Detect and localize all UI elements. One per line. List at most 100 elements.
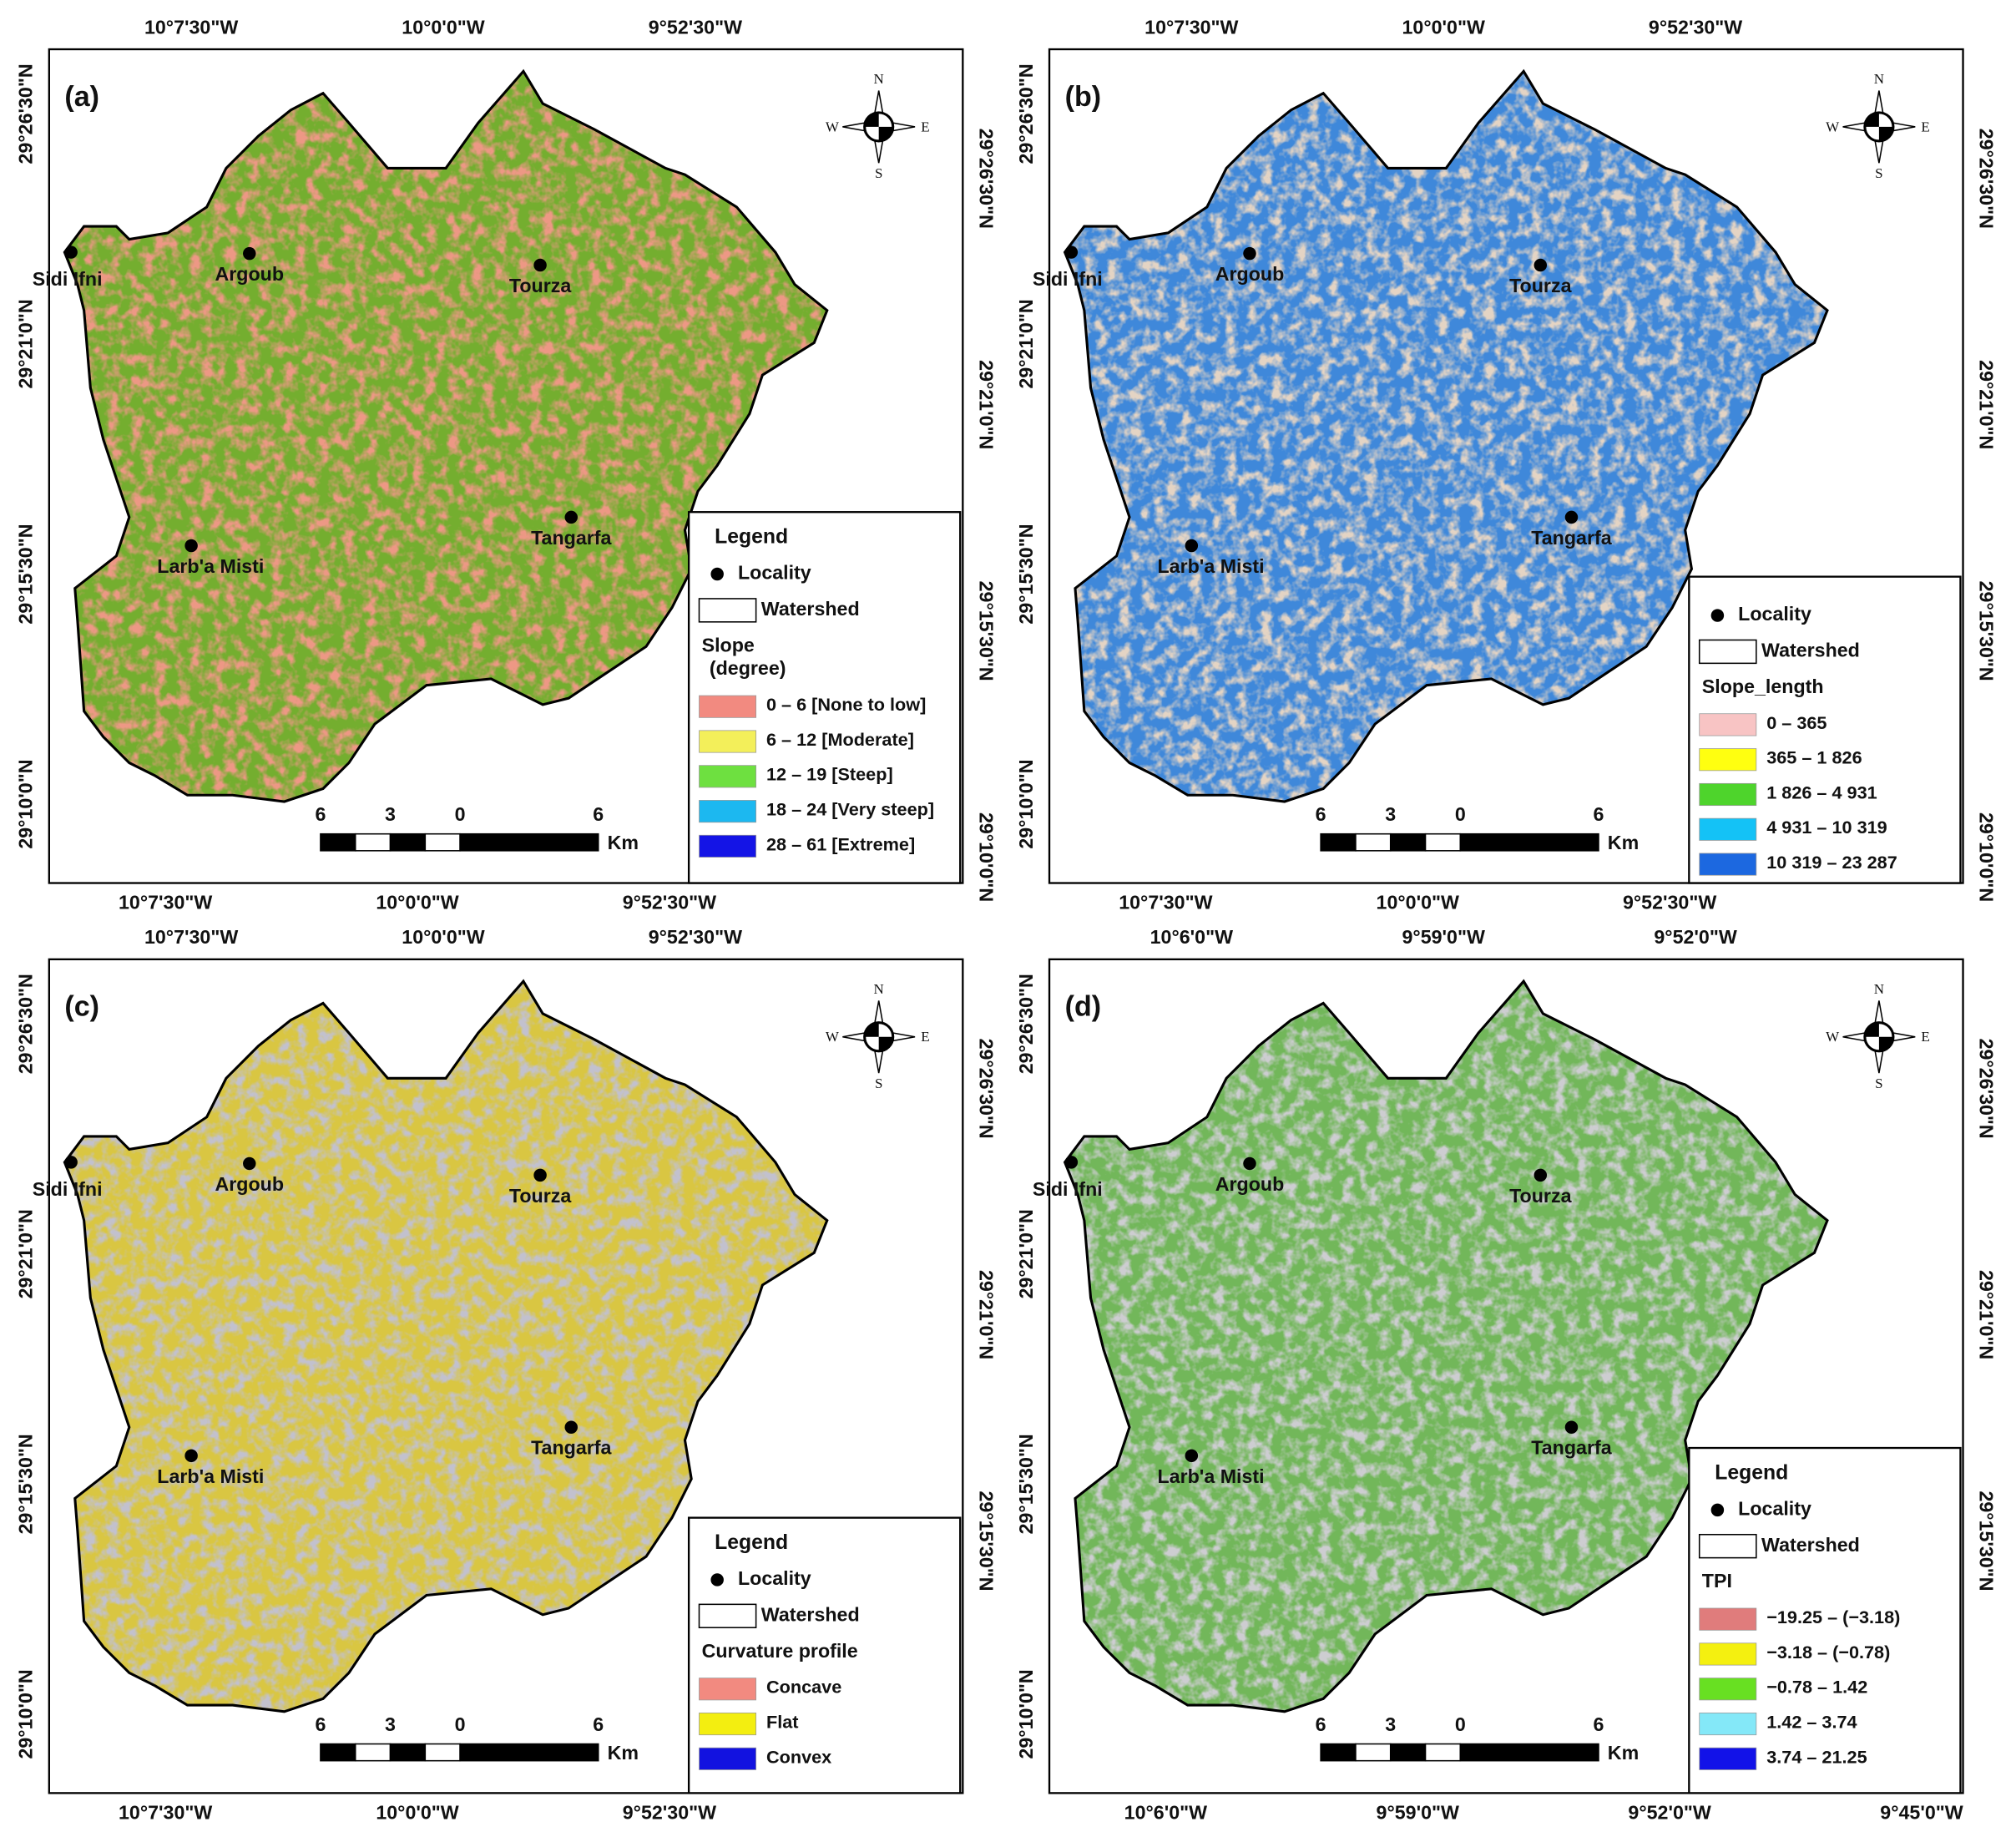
legend-variable-title: Slope_length xyxy=(1702,676,1824,697)
legend-item-label: 0 – 365 xyxy=(1766,712,1827,733)
locality-marker xyxy=(533,258,547,272)
locality-marker xyxy=(1243,246,1256,261)
scale-bar-segment xyxy=(1424,832,1462,852)
map-panel: (a) 10°7'30"W 10°0'0"W 9°52'30"W 10°7'30"W 10… xyxy=(15,16,998,913)
map-panel: (d) 10°6'0"W 9°59'0"W 9°52'0"W 10°6'0"W 9°59'… xyxy=(1015,926,1998,1823)
right-tick-label: 29°21'0"N xyxy=(975,360,997,449)
locality-marker xyxy=(1185,1449,1199,1463)
locality-label: Larb'a Misti xyxy=(157,555,264,577)
left-tick-label: 29°15'30"N xyxy=(1015,524,1037,625)
legend: Legend Locality Watershed TPI −19.25 – (−3.1… xyxy=(1688,1446,1962,1794)
legend-swatch xyxy=(1699,748,1757,772)
legend-item-label: 18 – 24 [Very steep] xyxy=(766,799,934,820)
locality-label: Sidi Ifni xyxy=(1033,268,1103,290)
locality-marker xyxy=(564,510,578,524)
locality-label: Sidi Ifni xyxy=(33,1178,103,1200)
panel-label: (a) xyxy=(64,81,99,113)
locality-marker xyxy=(184,1449,198,1463)
scale-bar-label: 3 xyxy=(1385,1713,1396,1735)
legend-item-label: 6 – 12 [Moderate] xyxy=(766,729,914,750)
left-tick-label: 29°15'30"N xyxy=(15,1434,37,1534)
locality-marker xyxy=(64,1156,78,1169)
right-tick-label: 29°26'30"N xyxy=(1976,1039,1998,1139)
scale-bar-label: 6 xyxy=(593,803,604,825)
map-panel: (b) 10°7'30"W 10°0'0"W 9°52'30"W 10°7'30"W 10… xyxy=(1015,16,1998,913)
compass-letter: N xyxy=(874,981,884,997)
locality-label: Larb'a Misti xyxy=(1158,1465,1265,1487)
legend-swatch xyxy=(699,1678,757,1701)
bottom-tick-label: 10°0'0"W xyxy=(1377,891,1459,913)
top-tick-label: 9°52'30"W xyxy=(649,926,742,948)
scale-bar-segment xyxy=(1320,832,1357,852)
scale-bar-segment xyxy=(354,1743,392,1762)
legend-variable-title: Slope xyxy=(702,634,755,655)
scale-bar-segment xyxy=(320,1743,356,1762)
scale-bar-segment xyxy=(1424,1743,1462,1762)
right-tick-label: 29°21'0"N xyxy=(975,1270,997,1359)
legend-swatch xyxy=(1699,817,1757,841)
scale-bar-label: 0 xyxy=(455,803,466,825)
top-tick-label: 9°52'0"W xyxy=(1654,926,1736,948)
right-tick-label: 29°26'30"N xyxy=(975,1039,997,1139)
legend-swatch xyxy=(699,730,757,753)
locality-marker xyxy=(1564,510,1579,524)
scale-bar-segment xyxy=(1459,832,1599,852)
compass-letter: W xyxy=(1826,119,1840,134)
legend-locality-marker xyxy=(710,567,724,581)
left-tick-label: 29°10'0"N xyxy=(1015,760,1037,849)
north-arrow xyxy=(1842,1000,1916,1074)
top-tick-label: 9°52'30"W xyxy=(1649,16,1742,38)
bottom-tick-label: 10°7'30"W xyxy=(119,1801,212,1823)
legend-variable-title: Curvature profile xyxy=(702,1640,858,1662)
left-tick-label: 29°10'0"N xyxy=(15,760,37,849)
compass-letter: S xyxy=(875,1075,882,1091)
compass-letter: E xyxy=(1921,1029,1929,1045)
scale-bar-unit: Km xyxy=(608,1742,639,1764)
locality-marker xyxy=(1064,245,1079,259)
left-tick-label: 29°26'30"N xyxy=(15,974,37,1074)
scale-bar-label: 0 xyxy=(455,1713,466,1735)
scale-bar-label: 6 xyxy=(1316,1713,1326,1735)
legend-locality-label: Locality xyxy=(1738,603,1811,625)
legend-swatch xyxy=(699,1747,757,1770)
watershed-outline xyxy=(1063,68,1829,803)
legend-swatch xyxy=(1699,1747,1757,1770)
legend: Legend Locality Watershed Slope(degree) 0 – … xyxy=(687,511,962,884)
locality-label: Tangarfa xyxy=(531,527,612,549)
locality-label: Argoub xyxy=(215,1173,285,1195)
top-tick-label: 10°0'0"W xyxy=(402,926,484,948)
compass-letter: N xyxy=(874,71,884,87)
scale-bar-label: 3 xyxy=(1385,803,1396,825)
scale-bar-unit: Km xyxy=(1608,1742,1639,1764)
legend-watershed-label: Watershed xyxy=(1761,1534,1860,1556)
left-tick-label: 29°10'0"N xyxy=(15,1669,37,1759)
scale-bar-segment xyxy=(1389,832,1427,852)
legend-item-label: Flat xyxy=(766,1711,799,1732)
watershed-outline xyxy=(63,68,829,803)
locality-marker xyxy=(1243,1156,1256,1171)
legend-swatch xyxy=(1699,1607,1757,1631)
right-tick-label: 29°21'0"N xyxy=(1976,1270,1998,1359)
legend-watershed-swatch xyxy=(1698,1533,1757,1559)
legend-swatch xyxy=(1699,713,1757,736)
scale-bar-segment xyxy=(459,832,599,852)
legend-item-label: 28 – 61 [Extreme] xyxy=(766,833,915,854)
scale-bar-label: 6 xyxy=(315,803,326,825)
locality-marker xyxy=(564,1420,578,1435)
compass-letter: N xyxy=(1874,71,1884,87)
bottom-tick-label: 9°52'30"W xyxy=(1623,891,1716,913)
north-arrow xyxy=(842,90,916,164)
scale-bar-unit: Km xyxy=(1608,832,1639,853)
scale-bar-segment xyxy=(389,832,427,852)
legend-watershed-label: Watershed xyxy=(761,1603,860,1625)
locality-label: Argoub xyxy=(215,263,285,285)
scale-bar-label: 6 xyxy=(593,1713,604,1735)
left-tick-label: 29°21'0"N xyxy=(15,299,37,388)
left-tick-label: 29°15'30"N xyxy=(1015,1434,1037,1534)
locality-label: Larb'a Misti xyxy=(157,1465,264,1487)
legend-item-label: −3.18 – (−0.78) xyxy=(1766,1642,1890,1662)
right-tick-label: 29°10'0"N xyxy=(1976,812,1998,902)
north-arrow xyxy=(842,1000,916,1074)
legend-title: Legend xyxy=(715,1531,788,1554)
compass-letter: E xyxy=(921,119,929,134)
